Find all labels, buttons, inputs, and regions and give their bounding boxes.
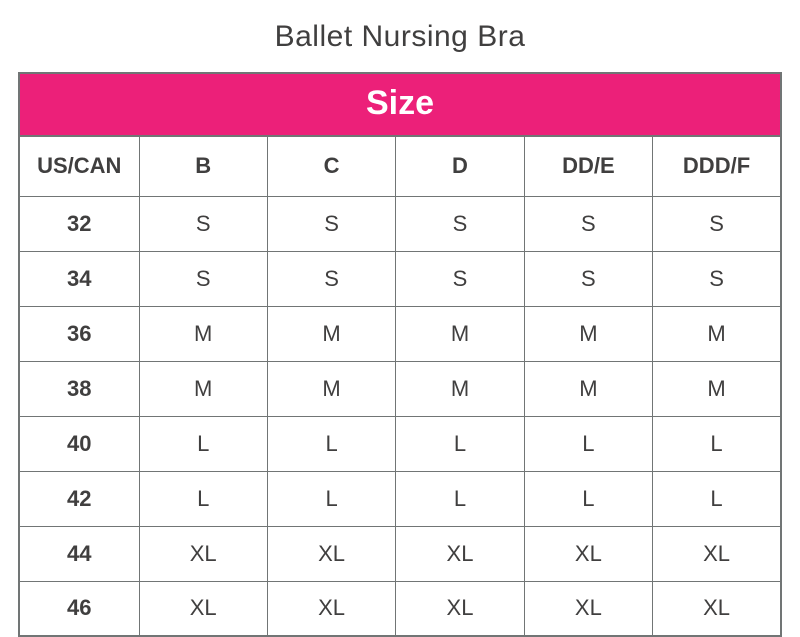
col-header-d: D [396,136,524,196]
cell: XL [524,581,652,636]
cell: XL [653,526,781,581]
cell: L [139,416,267,471]
cell: L [267,471,395,526]
cell: XL [139,581,267,636]
cell: XL [653,581,781,636]
cell: L [139,471,267,526]
cell: XL [267,581,395,636]
col-header-b: B [139,136,267,196]
cell: L [267,416,395,471]
cell: XL [139,526,267,581]
row-band: 42 [19,471,139,526]
row-band: 36 [19,306,139,361]
cell: M [139,306,267,361]
cell: XL [396,526,524,581]
col-header-dde: DD/E [524,136,652,196]
cell: M [653,306,781,361]
cell: M [524,306,652,361]
cell: M [653,361,781,416]
cell: S [267,251,395,306]
row-band: 34 [19,251,139,306]
table-header-row: US/CAN B C D DD/E DDD/F [19,136,781,196]
size-table: US/CAN B C D DD/E DDD/F 32 S S S S S 34 … [18,135,782,637]
cell: XL [267,526,395,581]
cell: S [267,196,395,251]
cell: L [653,471,781,526]
page-title: Ballet Nursing Bra [18,20,782,54]
col-header-uscan: US/CAN [19,136,139,196]
cell: XL [396,581,524,636]
row-band: 44 [19,526,139,581]
cell: L [524,471,652,526]
table-row: 44 XL XL XL XL XL [19,526,781,581]
cell: M [396,361,524,416]
cell: L [524,416,652,471]
cell: S [396,251,524,306]
table-row: 42 L L L L L [19,471,781,526]
size-banner: Size [18,72,782,135]
cell: M [396,306,524,361]
cell: S [139,196,267,251]
row-band: 32 [19,196,139,251]
cell: M [267,361,395,416]
cell: L [396,416,524,471]
table-row: 38 M M M M M [19,361,781,416]
cell: S [524,196,652,251]
col-header-c: C [267,136,395,196]
table-row: 40 L L L L L [19,416,781,471]
cell: M [524,361,652,416]
cell: S [524,251,652,306]
row-band: 46 [19,581,139,636]
cell: S [653,251,781,306]
table-body: 32 S S S S S 34 S S S S S 36 M M M M M 3… [19,196,781,636]
cell: S [396,196,524,251]
row-band: 40 [19,416,139,471]
table-row: 36 M M M M M [19,306,781,361]
table-row: 34 S S S S S [19,251,781,306]
cell: M [139,361,267,416]
cell: L [653,416,781,471]
col-header-dddf: DDD/F [653,136,781,196]
table-row: 46 XL XL XL XL XL [19,581,781,636]
cell: M [267,306,395,361]
cell: S [139,251,267,306]
cell: XL [524,526,652,581]
row-band: 38 [19,361,139,416]
table-row: 32 S S S S S [19,196,781,251]
cell: L [396,471,524,526]
cell: S [653,196,781,251]
